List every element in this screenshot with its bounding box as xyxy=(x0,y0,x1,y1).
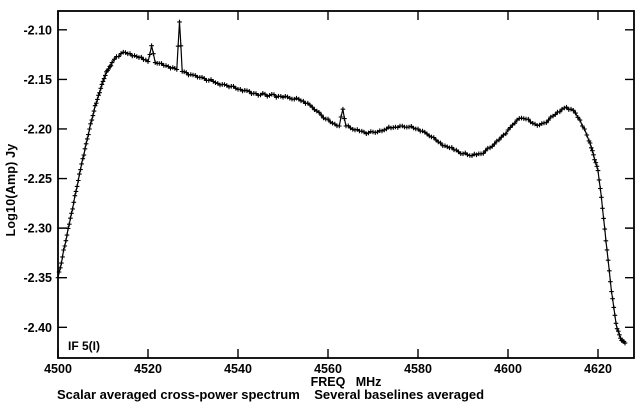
y-tick-label: -2.35 xyxy=(24,271,53,285)
plot-caption: Scalar averaged cross-power spectrum Sev… xyxy=(57,387,485,402)
x-axis-title: FREQ MHz xyxy=(310,375,382,389)
y-tick-label: -2.25 xyxy=(24,172,53,186)
spectrum-markers xyxy=(55,19,628,346)
y-tick-label: -2.10 xyxy=(24,23,53,37)
x-tick-label: 4500 xyxy=(44,362,72,376)
y-tick-label: -2.30 xyxy=(24,222,53,236)
spectrum-line xyxy=(57,21,626,344)
x-tick-label: 4580 xyxy=(404,362,432,376)
y-axis-title: Log10(Amp) Jy xyxy=(4,143,18,237)
y-tick-label: -2.20 xyxy=(24,122,53,136)
x-tick-label: 4560 xyxy=(314,362,342,376)
y-tick-label: -2.40 xyxy=(24,321,53,335)
plot-frame xyxy=(57,10,635,359)
y-tick-label: -2.15 xyxy=(24,73,53,87)
x-tick-label: 4520 xyxy=(134,362,162,376)
x-tick-label: 4600 xyxy=(494,362,522,376)
if-label: IF 5(I) xyxy=(68,339,100,353)
x-tick-label: 4620 xyxy=(584,362,612,376)
x-tick-label: 4540 xyxy=(224,362,252,376)
